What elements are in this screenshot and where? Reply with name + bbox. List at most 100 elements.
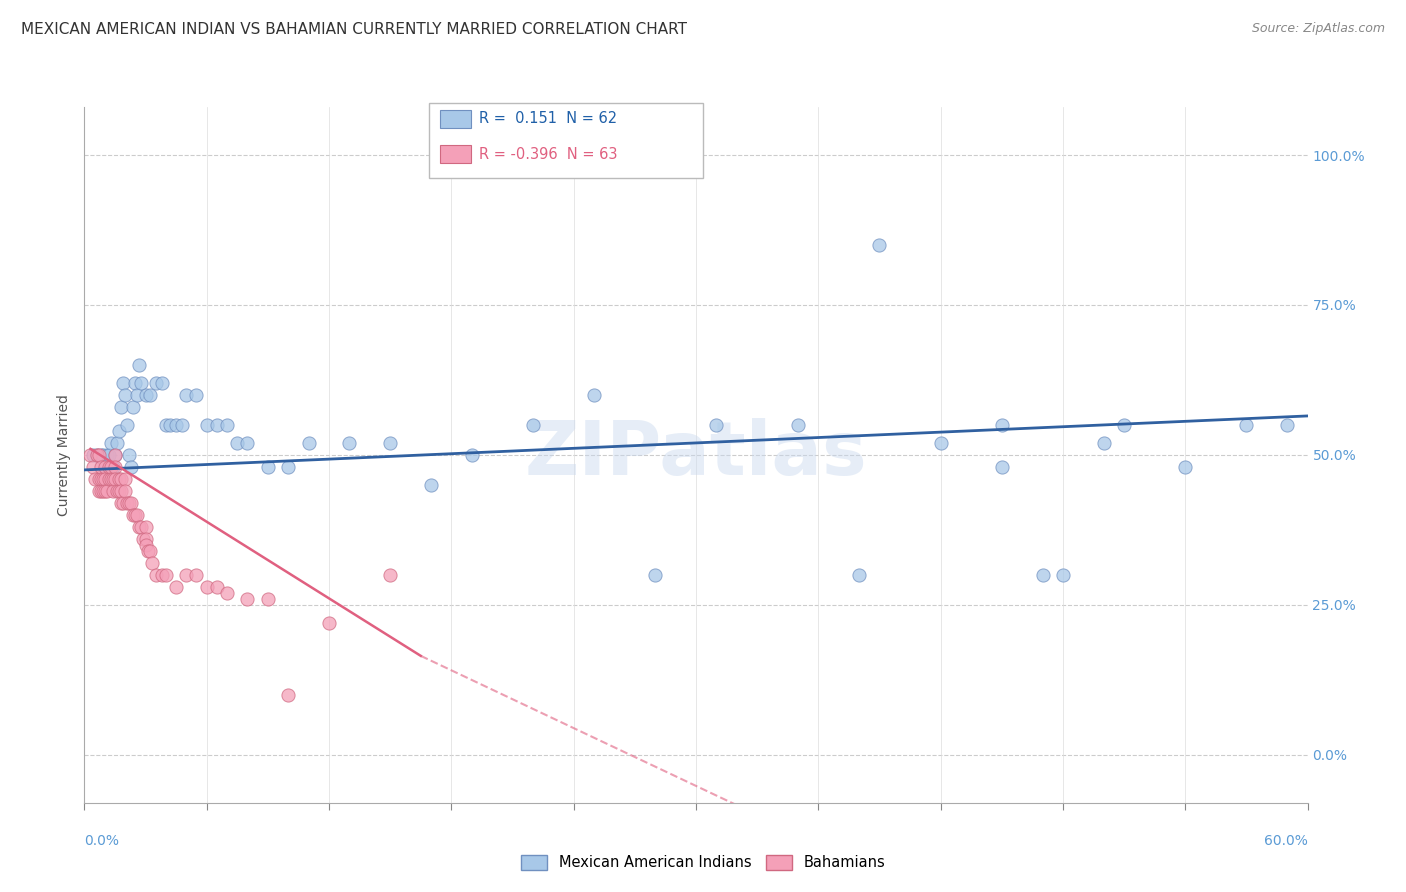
Point [155, 417, 177, 432]
Point [93, 459, 117, 474]
Point [90, 472, 112, 486]
Point [120, 496, 142, 510]
Point [136, 544, 159, 558]
Point [79, 448, 101, 462]
Point [83, 472, 105, 486]
Point [380, 567, 402, 582]
Point [112, 376, 135, 390]
Point [165, 417, 187, 432]
Point [127, 508, 149, 522]
Point [186, 388, 208, 402]
Point [176, 388, 198, 402]
Point [87, 472, 110, 486]
Point [138, 388, 160, 402]
Point [159, 417, 181, 432]
Point [118, 496, 141, 510]
Point [90, 448, 112, 462]
Point [1032, 567, 1054, 582]
Point [205, 580, 228, 594]
Point [135, 520, 157, 534]
Point [1114, 417, 1136, 432]
Text: R =  0.151  N = 62: R = 0.151 N = 62 [479, 112, 617, 126]
Point [108, 472, 131, 486]
Point [86, 448, 108, 462]
Y-axis label: Currently Married: Currently Married [58, 394, 72, 516]
Point [97, 459, 120, 474]
Point [104, 448, 127, 462]
Point [848, 567, 870, 582]
Point [138, 544, 160, 558]
Point [195, 417, 218, 432]
Point [124, 376, 146, 390]
Point [100, 436, 122, 450]
Point [991, 417, 1014, 432]
Point [93, 472, 117, 486]
Point [217, 586, 239, 600]
Text: 0.0%: 0.0% [84, 834, 120, 848]
Point [82, 448, 104, 462]
Point [114, 483, 136, 498]
Point [318, 615, 340, 630]
Point [339, 436, 361, 450]
Point [90, 483, 112, 498]
Point [128, 520, 150, 534]
Point [135, 532, 157, 546]
Point [110, 496, 132, 510]
Point [101, 459, 124, 474]
Point [86, 448, 108, 462]
Point [110, 400, 132, 414]
Point [257, 459, 280, 474]
Point [155, 567, 177, 582]
Point [706, 417, 728, 432]
Point [118, 448, 141, 462]
Point [869, 238, 891, 252]
Point [150, 376, 173, 390]
Point [1236, 417, 1258, 432]
Point [110, 472, 132, 486]
Text: MEXICAN AMERICAN INDIAN VS BAHAMIAN CURRENTLY MARRIED CORRELATION CHART: MEXICAN AMERICAN INDIAN VS BAHAMIAN CURR… [21, 22, 688, 37]
Point [277, 459, 299, 474]
Point [186, 567, 208, 582]
Point [108, 483, 131, 498]
Point [583, 388, 606, 402]
Point [236, 436, 259, 450]
Point [115, 417, 138, 432]
Point [991, 459, 1014, 474]
Point [135, 538, 157, 552]
Point [105, 483, 128, 498]
Point [87, 483, 110, 498]
Point [522, 417, 544, 432]
Point [100, 472, 122, 486]
Point [114, 388, 136, 402]
Point [461, 448, 484, 462]
Point [176, 567, 198, 582]
Point [91, 472, 114, 486]
Point [145, 567, 167, 582]
Point [93, 483, 117, 498]
Point [114, 472, 136, 486]
Point [91, 483, 114, 498]
Point [236, 591, 259, 606]
Point [87, 448, 110, 462]
Point [172, 417, 194, 432]
Point [112, 496, 135, 510]
Point [150, 567, 173, 582]
Point [91, 448, 114, 462]
Point [115, 496, 138, 510]
Text: Source: ZipAtlas.com: Source: ZipAtlas.com [1251, 22, 1385, 36]
Point [929, 436, 952, 450]
Point [101, 483, 124, 498]
Point [217, 417, 239, 432]
Point [101, 472, 124, 486]
Point [380, 436, 402, 450]
Point [277, 688, 299, 702]
Point [298, 436, 321, 450]
Point [787, 417, 810, 432]
Point [97, 448, 120, 462]
Point [195, 580, 218, 594]
Point [141, 556, 163, 570]
Point [131, 376, 153, 390]
Point [205, 417, 228, 432]
Point [100, 459, 122, 474]
Point [226, 436, 249, 450]
